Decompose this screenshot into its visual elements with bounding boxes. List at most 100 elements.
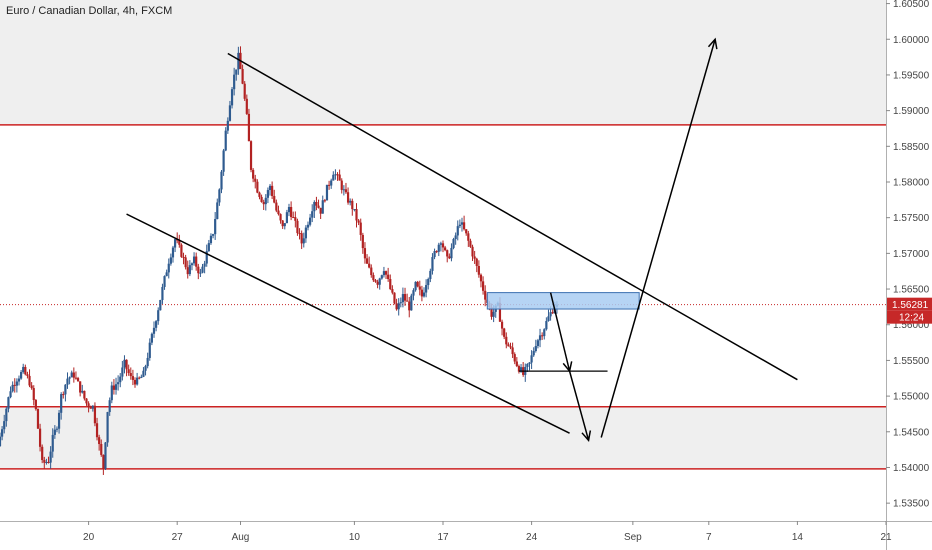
x-tick-label: 14 — [792, 532, 804, 543]
candle-body — [507, 344, 510, 347]
candle-body — [389, 278, 392, 290]
candle-body — [226, 120, 229, 131]
candle-body — [121, 367, 124, 377]
candle-body — [216, 202, 219, 219]
candle-body — [330, 180, 333, 186]
candle-body — [484, 290, 487, 300]
candle-body — [296, 220, 299, 234]
candle-body — [167, 263, 170, 273]
candle-body — [152, 327, 156, 334]
candle-body — [62, 394, 65, 396]
candle-body — [378, 278, 381, 285]
candle-body — [195, 256, 198, 267]
candle-body — [254, 178, 257, 182]
candle-body — [380, 275, 383, 279]
candle-body — [427, 279, 430, 286]
candle-body — [536, 340, 540, 346]
candle-body — [519, 367, 523, 372]
candle-body — [391, 289, 394, 293]
candle-body — [545, 321, 548, 330]
candle-body — [401, 294, 405, 303]
candle-body — [420, 289, 424, 297]
candle-body — [313, 201, 316, 212]
candle-body — [469, 240, 472, 247]
candle-body — [79, 381, 82, 393]
candle-body — [285, 212, 288, 224]
candle-body — [201, 266, 204, 273]
candle-body — [64, 384, 67, 395]
candle-body — [258, 192, 261, 197]
projection-arrow-0 — [549, 292, 571, 372]
y-tick-label: 1.55000 — [893, 392, 930, 403]
candle-body — [277, 210, 280, 215]
candle-body — [304, 227, 307, 239]
y-tick-label: 1.57500 — [893, 213, 930, 224]
candle-body — [530, 355, 533, 363]
candle-body — [481, 281, 485, 291]
candle-body — [342, 189, 345, 191]
candle-body — [452, 239, 455, 248]
candle-body — [321, 200, 324, 214]
candle-body — [355, 209, 358, 221]
candle-body — [446, 250, 449, 257]
countdown-bg — [887, 310, 932, 324]
candle-body — [349, 200, 352, 203]
candle-body — [169, 257, 172, 264]
current-price-tag: 1.56281 12:24 — [887, 297, 932, 324]
candle-body — [448, 256, 451, 259]
candle-body — [435, 251, 438, 253]
candle-body — [15, 381, 18, 386]
candle-body — [479, 274, 483, 282]
candle-body — [505, 336, 508, 345]
candle-body — [372, 275, 375, 281]
y-tick-label: 1.58500 — [893, 142, 930, 153]
countdown-value: 12:24 — [899, 313, 924, 324]
candle-body — [433, 251, 436, 258]
candle-body — [165, 272, 168, 277]
y-tick-label: 1.54500 — [893, 427, 930, 438]
candle-body — [414, 281, 417, 291]
candle-body — [462, 222, 466, 230]
candle-body — [311, 211, 314, 218]
x-tick-label: 10 — [349, 532, 361, 543]
candle-body — [325, 184, 329, 201]
candle-body — [268, 185, 272, 191]
candle-body — [526, 363, 529, 367]
y-tick-label: 1.59000 — [893, 106, 930, 117]
candle-body — [72, 372, 75, 378]
candle-body — [70, 372, 73, 378]
candle-body — [437, 244, 440, 252]
y-tick-label: 1.56000 — [893, 320, 930, 331]
candle-body — [439, 243, 442, 245]
y-tick-label: 1.55500 — [893, 356, 930, 367]
candle-body — [85, 398, 88, 404]
candle-body — [32, 388, 35, 400]
x-tick-label: Sep — [624, 532, 642, 543]
y-tick-label: 1.60500 — [893, 0, 930, 10]
candle-body — [477, 265, 480, 275]
candle-body — [98, 437, 101, 445]
candle-body — [1, 429, 4, 437]
candle-body — [30, 385, 33, 389]
candle-body — [471, 246, 474, 257]
candle-body — [547, 316, 550, 322]
candle-body — [76, 378, 80, 382]
candle-body — [465, 229, 468, 234]
candle-body — [9, 391, 12, 398]
candle-body — [129, 373, 132, 377]
candle-body — [458, 224, 461, 227]
trendline-0 — [227, 52, 798, 381]
candle-body — [235, 69, 238, 75]
candle-body — [144, 366, 147, 371]
candle-body — [317, 205, 320, 208]
candle-body — [184, 257, 187, 268]
candle-body — [110, 385, 113, 401]
candle-body — [26, 374, 29, 376]
candle-body — [450, 247, 453, 259]
candle-body — [399, 302, 402, 304]
candle-body — [467, 233, 470, 241]
candle-body — [543, 329, 546, 337]
candle-body — [57, 412, 61, 429]
candle-body — [266, 190, 270, 198]
